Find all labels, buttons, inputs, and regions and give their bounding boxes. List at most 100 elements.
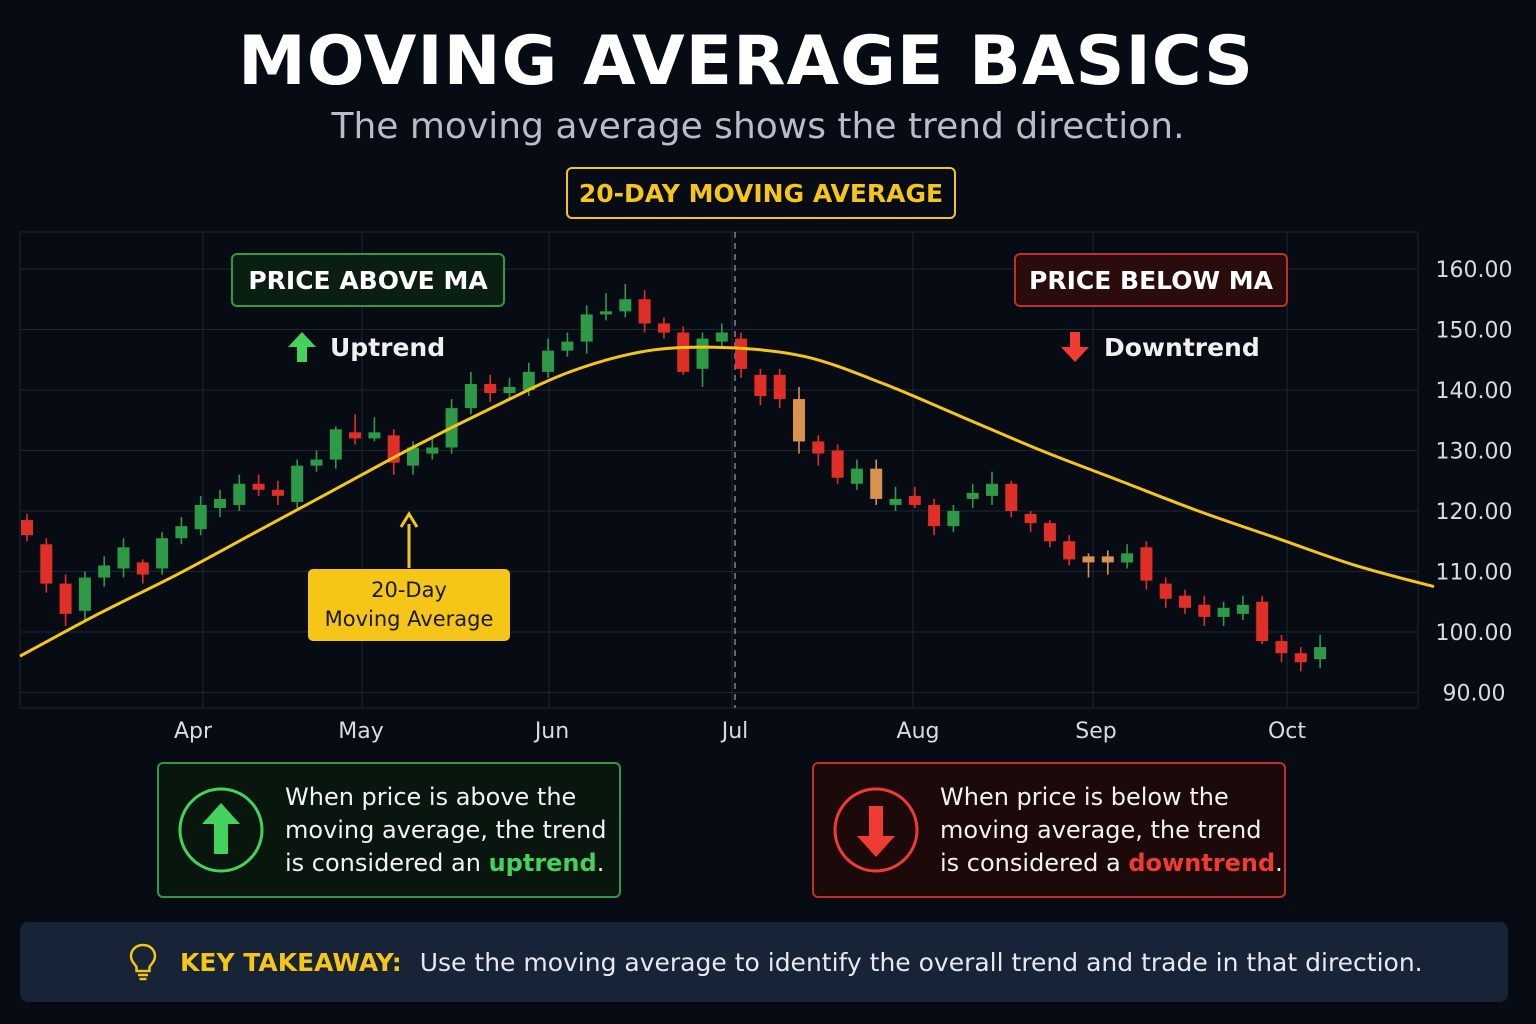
candle [638,290,651,333]
candle-body [580,314,593,342]
moving-average-badge: 20-DAY MOVING AVERAGE [566,167,956,219]
candle [850,459,863,490]
candle-body [561,341,574,351]
candle-body [638,299,651,324]
candle-body [1236,604,1249,614]
candle-body [986,483,998,496]
uptrend-info-text: When price is above the moving average, … [285,781,607,880]
candle-body [464,383,477,409]
candle [271,480,284,505]
candle-body [1217,607,1230,617]
candle [908,486,921,508]
candle [947,504,960,533]
y-tick-label: 90.00 [1443,682,1506,707]
candle-body [831,450,844,478]
candle [214,489,226,518]
candle [561,332,574,357]
candle [870,459,883,505]
x-tick-label: Oct [1268,719,1306,744]
uptrend-info-box: When price is above the moving average, … [157,762,621,898]
candle-body [1275,641,1288,654]
candle [1159,577,1172,608]
arrow-down-icon [1061,332,1089,362]
candle-body [1198,604,1211,617]
candle [1043,520,1056,548]
candle [78,571,91,620]
circle-arrow-down-icon [833,787,919,873]
candle-body [214,498,226,508]
candle [1314,635,1327,669]
y-tick-label: 130.00 [1436,440,1513,465]
x-tick-label: Jun [533,719,569,744]
candle-body [329,429,342,460]
page-subtitle: The moving average shows the trend direc… [331,106,1185,147]
candle [928,498,941,536]
candle-body [136,562,149,575]
candle [349,414,362,445]
candle [233,474,246,511]
price-above-ma-box: PRICE ABOVE MA [231,253,505,307]
candle [40,538,53,593]
candle-body [484,383,497,394]
candle [600,293,612,321]
candle-body [600,311,612,315]
y-tick-label: 100.00 [1436,621,1513,646]
candle-body [812,441,825,454]
candle [1140,541,1153,590]
candle [98,556,111,587]
downtrend-indicator: Downtrend [1058,328,1260,366]
price-above-ma-label: PRICE ABOVE MA [248,265,488,295]
candle [657,317,670,339]
candle [986,471,998,505]
candle-body [928,504,941,527]
candle-body [773,374,786,400]
candle-body [677,332,690,372]
candlestick-chart: 160.00 150.00 140.00 130.00 120.00 110.00 100.… [19,231,1513,744]
candle [1063,535,1076,566]
candle [175,517,188,545]
candle [1179,589,1191,614]
candle [1024,511,1037,533]
candle [1121,544,1134,569]
page-title: MOVING AVERAGE BASICS [238,22,1254,101]
candle [677,326,690,375]
candle [793,386,805,454]
candle [464,371,477,415]
price-below-ma-label: PRICE BELOW MA [1029,265,1273,295]
x-tick-label: Aug [897,719,940,744]
candle [310,450,323,472]
candle-body [156,538,169,569]
uptrend-info-line2: moving average, the trend [285,815,607,844]
downtrend-info-line1: When price is below the [940,782,1229,811]
candle [503,377,516,400]
y-tick-label: 110.00 [1436,561,1513,586]
candle-body [1159,583,1172,599]
candle-body [1043,523,1056,542]
moving-average-line [19,345,1435,658]
candle [136,559,149,584]
downtrend-info-line2: moving average, the trend [940,815,1262,844]
key-takeaway-label: KEY TAKEAWAY: [180,947,402,977]
candle [59,574,72,626]
candle [715,323,728,348]
candle-body [542,350,555,372]
ma-callout-line2: Moving Average [324,607,494,631]
y-tick-label: 160.00 [1436,258,1513,283]
candle-body [310,459,323,466]
chart-axes: 160.00 150.00 140.00 130.00 120.00 110.00 100.… [174,258,1513,744]
x-tick-label: Sep [1075,719,1116,744]
uptrend-info-line1: When price is above the [285,782,577,811]
candle [21,514,33,542]
candle-body [233,483,246,505]
candle [291,459,304,508]
candle-body [21,520,33,536]
moving-average-series [19,345,1435,658]
candle-body [1179,595,1191,608]
candle-body [59,583,72,614]
uptrend-info-prefix: is considered an [285,848,489,877]
candle [252,474,265,496]
candle-body [271,489,284,496]
uptrend-label: Uptrend [330,332,446,362]
candle [580,305,593,354]
candle-body [754,374,767,397]
